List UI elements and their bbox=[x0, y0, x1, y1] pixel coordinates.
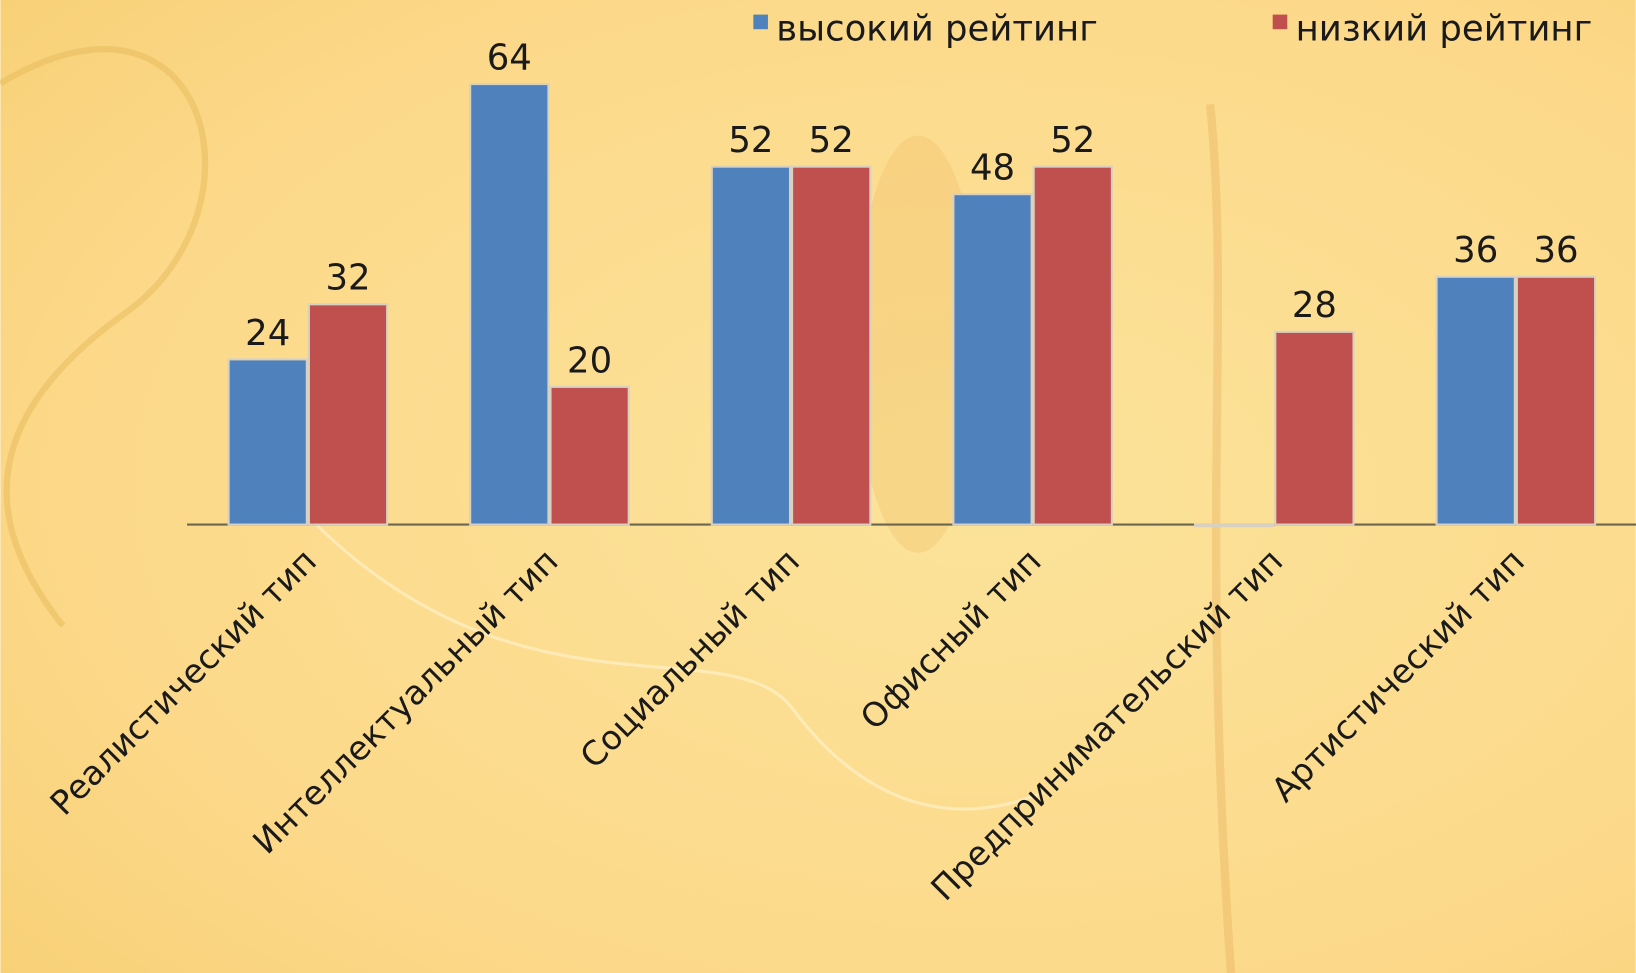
data-label: 36 bbox=[1453, 230, 1498, 271]
legend-swatch bbox=[1272, 14, 1288, 30]
data-label: 52 bbox=[728, 120, 773, 161]
data-label: 24 bbox=[245, 313, 290, 354]
decoration bbox=[312, 520, 1044, 811]
decoration bbox=[0, 46, 209, 628]
decoration bbox=[855, 135, 981, 553]
bar bbox=[307, 303, 389, 526]
bar bbox=[1193, 523, 1275, 528]
data-label: 36 bbox=[1533, 230, 1578, 271]
bar bbox=[710, 165, 792, 526]
data-label: 32 bbox=[325, 258, 370, 299]
bar bbox=[1435, 275, 1516, 526]
data-label: 52 bbox=[1050, 120, 1095, 161]
data-label: 28 bbox=[1292, 285, 1337, 326]
bar bbox=[1274, 330, 1355, 526]
bar bbox=[791, 165, 872, 526]
bar bbox=[952, 193, 1033, 526]
bar bbox=[469, 83, 550, 526]
bar bbox=[549, 385, 630, 526]
bar bbox=[1515, 275, 1597, 526]
legend-label: низкий рейтинг bbox=[1296, 9, 1593, 50]
data-label: 64 bbox=[487, 37, 532, 78]
legend-swatch bbox=[753, 14, 768, 30]
legend-label: высокий рейтинг bbox=[776, 9, 1098, 50]
bar bbox=[227, 358, 308, 526]
data-label: 48 bbox=[970, 148, 1015, 189]
decoration bbox=[1205, 103, 1236, 973]
data-label: 20 bbox=[567, 340, 612, 381]
bar bbox=[1032, 165, 1113, 526]
data-label: 52 bbox=[809, 120, 854, 161]
